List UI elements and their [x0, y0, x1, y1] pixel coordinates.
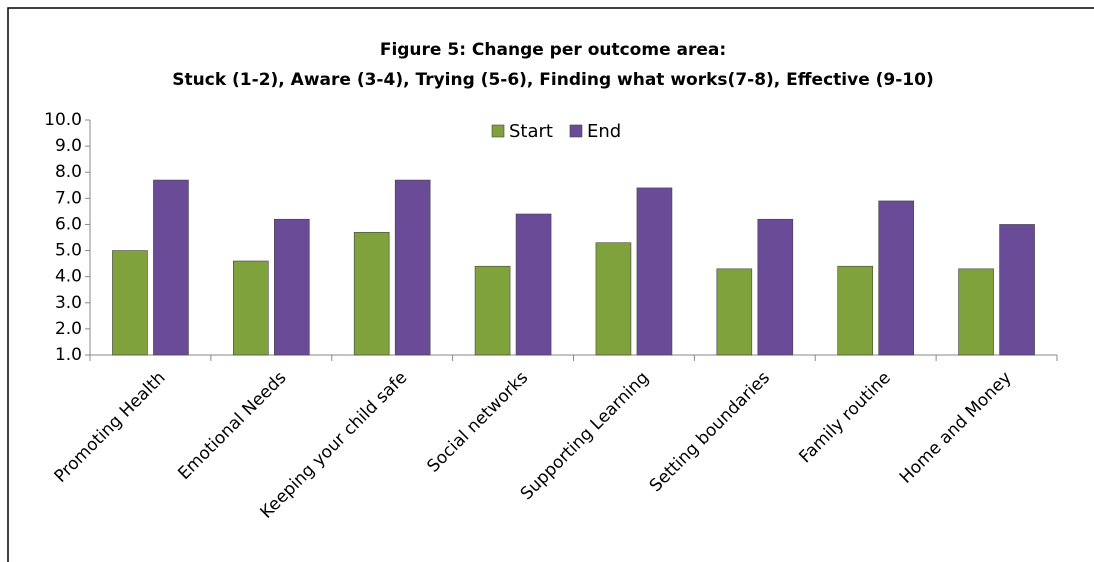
bar — [474, 265, 511, 356]
bar — [112, 250, 148, 356]
y-tick-label: 7.0 — [55, 188, 82, 208]
legend-label: End — [587, 121, 621, 142]
y-tick-label: 3.0 — [55, 293, 82, 313]
y-tick-label: 4.0 — [55, 267, 82, 287]
bar — [636, 187, 673, 356]
y-tick-label: 1.0 — [55, 345, 82, 365]
bar — [837, 265, 873, 356]
legend-swatch — [491, 124, 505, 138]
y-tick-label: 10.0 — [44, 110, 82, 130]
y-tick-label: 2.0 — [55, 319, 82, 339]
bar — [274, 218, 310, 356]
bar — [757, 218, 794, 356]
bar — [233, 260, 269, 356]
bar — [958, 268, 994, 356]
bar — [999, 224, 1035, 356]
bar — [515, 213, 552, 356]
legend-label: Start — [509, 121, 553, 142]
bar — [716, 268, 753, 356]
y-tick-label: 9.0 — [55, 136, 82, 156]
chart-title: Figure 5: Change per outcome area: — [380, 40, 726, 60]
y-tick-label: 5.0 — [55, 241, 82, 261]
bar — [595, 242, 632, 356]
legend-swatch — [569, 124, 583, 138]
bar — [394, 179, 431, 356]
bar — [153, 179, 189, 356]
bar — [878, 200, 914, 356]
chart-title: Stuck (1-2), Aware (3-4), Trying (5-6), … — [172, 70, 933, 90]
y-tick-label: 6.0 — [55, 214, 82, 234]
bar — [353, 231, 390, 356]
y-tick-label: 8.0 — [55, 162, 82, 182]
